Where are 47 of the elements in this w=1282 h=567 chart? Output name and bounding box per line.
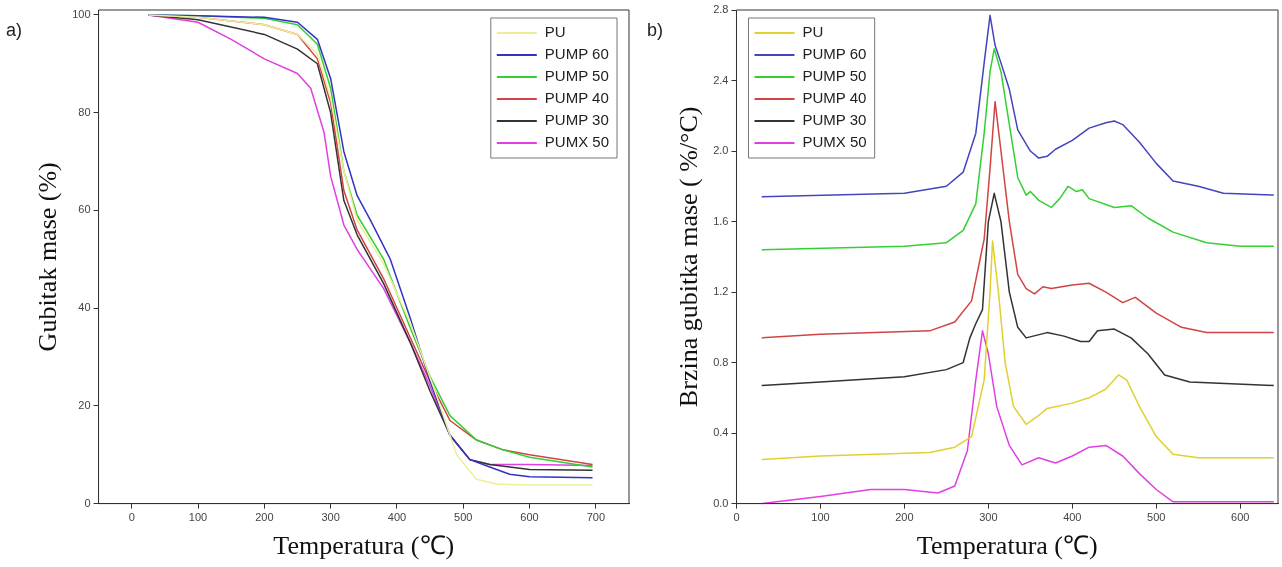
text: b): [647, 19, 664, 40]
y-tick-label: 2.4: [713, 73, 729, 86]
x-tick-label: 100: [811, 511, 830, 524]
legend-label: PUMP 50: [544, 67, 609, 85]
y-tick-label: 0.4: [713, 426, 729, 439]
x-axis-title: Temperatura (℃): [273, 531, 455, 561]
x-tick-label: 200: [255, 511, 274, 524]
y-tick-label: 60: [78, 203, 91, 216]
legend-label: PUMP 60: [802, 45, 867, 63]
x-tick-label: 0: [128, 511, 135, 524]
y-tick-label: 1.6: [713, 214, 729, 227]
x-tick-label: 500: [1147, 511, 1166, 524]
y-axis-title: Gubitak mase (%): [33, 162, 63, 352]
x-tick-label: 0: [733, 511, 740, 524]
legend-label: PUMP 30: [802, 111, 867, 129]
legend-label: PUMP 60: [544, 45, 609, 63]
y-tick-label: 40: [78, 301, 91, 314]
x-tick-label: 500: [454, 511, 473, 524]
x-tick-label: 300: [321, 511, 340, 524]
x-tick-label: 600: [520, 511, 539, 524]
legend-label: PUMX 50: [802, 133, 867, 151]
legend-label: PUMX 50: [544, 133, 610, 151]
legend-label: PUMP 40: [544, 89, 609, 107]
y-tick-label: 2.8: [713, 3, 729, 16]
y-tick-label: 20: [78, 398, 91, 411]
x-tick-label: 300: [979, 511, 998, 524]
y-tick-label: 2.0: [713, 144, 729, 157]
y-tick-label: 0.0: [713, 496, 729, 509]
legend-label: PUMP 40: [802, 89, 867, 107]
legend-label: PUMP 50: [802, 67, 867, 85]
y-tick-label: 0: [84, 496, 91, 509]
x-tick-label: 100: [188, 511, 208, 524]
x-axis-title: Temperatura (℃): [916, 531, 1098, 561]
y-tick-label: 1.2: [713, 285, 729, 298]
x-tick-label: 400: [387, 511, 407, 524]
y-tick-label: 80: [78, 105, 91, 118]
y-axis-title: Brzina gubitka mase ( %/°C): [674, 106, 704, 408]
y-tick-label: 0.8: [713, 355, 729, 368]
legend-label: PU: [802, 23, 824, 41]
legend-label: PUMP 30: [544, 111, 609, 129]
x-tick-label: 400: [1063, 511, 1082, 524]
text: a): [6, 19, 23, 40]
y-tick-label: 100: [72, 7, 91, 20]
x-tick-label: 700: [586, 511, 606, 524]
x-tick-label: 200: [895, 511, 914, 524]
x-tick-label: 600: [1231, 511, 1250, 524]
legend-label: PU: [544, 23, 566, 41]
